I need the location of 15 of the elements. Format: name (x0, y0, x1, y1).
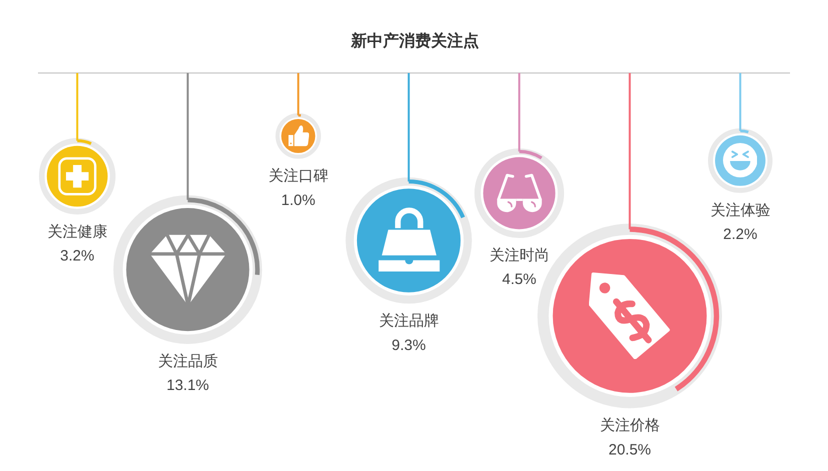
data-label: 9.3% (392, 336, 426, 354)
data-label: 20.5% (608, 441, 652, 458)
text: 新中产消费关注点 (350, 31, 479, 50)
data-label: 2.2% (723, 226, 758, 244)
category-label: 关注价格 (600, 416, 660, 434)
data-label: 1.0% (281, 192, 316, 209)
category-label: 关注体验 (710, 200, 770, 219)
data-label: 3.2% (60, 248, 94, 265)
category-label: 关注品牌 (378, 312, 439, 330)
category-label: 关注口碑 (268, 166, 328, 185)
data-label: 4.5% (502, 271, 536, 288)
category-label: 关注品质 (158, 352, 218, 370)
category-label: 关注时尚 (489, 246, 550, 264)
category-label: 关注健康 (47, 222, 108, 240)
data-label: 13.1% (166, 377, 210, 394)
